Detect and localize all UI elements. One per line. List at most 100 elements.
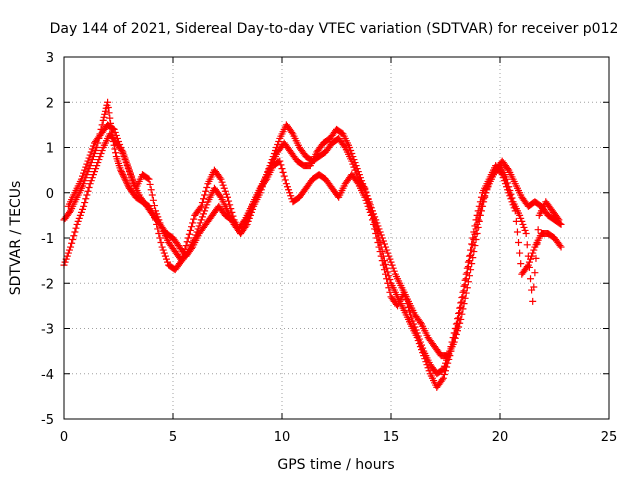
data-point [457, 299, 465, 307]
data-point [183, 238, 191, 246]
data-point [104, 98, 112, 106]
data-point [117, 168, 125, 176]
data-point [77, 208, 85, 216]
x-axis-label: GPS time / hours [277, 457, 394, 473]
data-point [120, 172, 128, 180]
x-tick-label: 25 [601, 430, 618, 445]
data-point [220, 184, 228, 192]
data-point [160, 249, 168, 257]
series-track-b [60, 130, 565, 378]
data-point [83, 171, 91, 179]
data-point [508, 194, 516, 202]
data-point [439, 374, 447, 382]
data-point [68, 239, 76, 247]
y-tick-label: -1 [41, 232, 54, 247]
data-point [517, 214, 525, 222]
data-point [358, 177, 366, 185]
data-point [375, 225, 383, 233]
data-point [419, 344, 427, 352]
data-point [384, 279, 392, 287]
data-point [534, 226, 542, 234]
data-point [197, 216, 205, 224]
data-point [72, 224, 80, 232]
data-point [159, 246, 167, 254]
y-axis-label: SDTVAR / TECUs [8, 181, 24, 296]
data-point [472, 236, 480, 244]
data-point [117, 144, 125, 151]
data-point [283, 183, 291, 191]
data-point [150, 202, 158, 210]
data-point [184, 234, 192, 242]
data-point [388, 261, 396, 269]
data-point [203, 183, 211, 191]
data-point [126, 171, 134, 179]
data-point [409, 317, 417, 325]
data-point [89, 153, 97, 161]
data-point [65, 246, 73, 254]
data-point [458, 294, 466, 302]
data-point [520, 223, 528, 231]
data-point [157, 239, 165, 247]
data-point [481, 193, 489, 201]
data-point [410, 320, 418, 328]
data-point [506, 186, 514, 194]
data-point [557, 243, 565, 251]
data-point [438, 366, 446, 374]
data-point [530, 283, 538, 291]
data-point [480, 198, 488, 206]
data-point [377, 231, 385, 239]
data-point [85, 165, 93, 173]
data-point [370, 210, 378, 218]
data-point [196, 219, 204, 227]
data-point [93, 144, 101, 151]
data-point [440, 371, 448, 379]
data-point [109, 125, 117, 133]
data-point [475, 217, 483, 225]
data-point [386, 275, 394, 283]
data-point [442, 359, 449, 367]
data-point [95, 156, 103, 164]
data-point [354, 168, 362, 176]
data-point [105, 109, 113, 117]
data-point [462, 270, 470, 278]
y-tick-label: -4 [41, 368, 54, 383]
data-point [200, 210, 208, 218]
data-point [216, 192, 224, 200]
data-point [118, 147, 126, 155]
data-point [524, 252, 532, 260]
data-point [476, 211, 484, 219]
data-point [118, 169, 126, 177]
data-point [468, 260, 476, 268]
axis-ticks: 0 5 10 15 20 25 -5 -4 -3 -2 -1 0 1 2 3 [41, 51, 617, 445]
data-point [438, 376, 446, 384]
data-point [186, 226, 194, 234]
data-point [281, 176, 289, 184]
data-point [99, 116, 107, 124]
data-point [285, 186, 293, 194]
x-tick-label: 20 [492, 430, 509, 445]
data-point [353, 165, 361, 173]
data-point [161, 252, 169, 260]
data-point [86, 180, 94, 188]
data-point [84, 157, 92, 165]
data-point [465, 252, 473, 260]
data-point [86, 151, 94, 159]
data-point [146, 180, 154, 188]
data-point [156, 234, 164, 242]
data-point [144, 174, 152, 182]
data-point [188, 245, 196, 253]
data-point [65, 208, 73, 216]
data-point [81, 199, 89, 207]
data-point [461, 294, 469, 302]
data-point [122, 177, 130, 185]
data-point [521, 226, 529, 234]
data-point [525, 263, 533, 271]
y-tick-label: -5 [41, 413, 54, 428]
data-point [96, 153, 104, 161]
data-point [189, 219, 197, 227]
x-tick-label: 0 [60, 430, 68, 445]
data-point [162, 255, 170, 263]
y-tick-label: 1 [46, 142, 54, 157]
data-point [385, 284, 393, 292]
chart-title: Day 144 of 2021, Sidereal Day-to-day VTE… [50, 21, 619, 37]
